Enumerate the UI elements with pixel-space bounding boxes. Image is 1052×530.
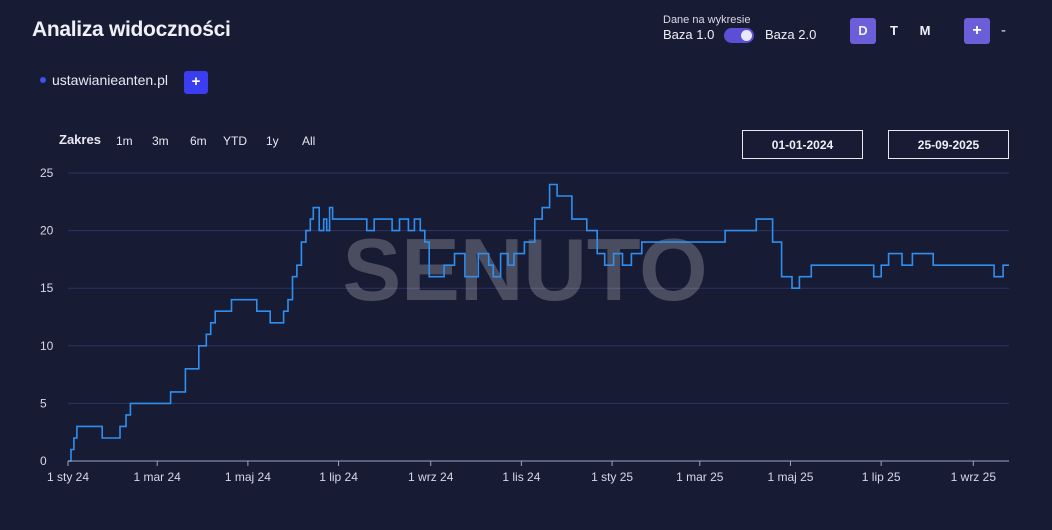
baza2-label: Baza 2.0 <box>765 27 817 42</box>
range-3m-button[interactable]: 3m <box>152 134 169 148</box>
range-ytd-button[interactable]: YTD <box>223 134 247 148</box>
granularity-day-button[interactable]: D <box>850 18 876 44</box>
baza1-label: Baza 1.0 <box>663 27 715 42</box>
end-date-input[interactable]: 25-09-2025 <box>888 130 1009 159</box>
range-1m-button[interactable]: 1m <box>116 134 133 148</box>
x-axis: 1 sty 24 1 mar 24 1 maj 24 1 lip 24 1 wrz 24… <box>47 460 1009 484</box>
y-tick-label: 25 <box>40 166 54 180</box>
start-date-input[interactable]: 01-01-2024 <box>742 130 863 159</box>
y-tick-label: 10 <box>40 339 54 353</box>
y-tick-label: 5 <box>40 396 47 410</box>
range-1y-button[interactable]: 1y <box>266 134 279 148</box>
x-tick-label: 1 maj 24 <box>225 470 271 484</box>
range-all-button[interactable]: All <box>302 134 316 148</box>
x-tick-label: 1 mar 25 <box>676 470 724 484</box>
y-tick-label: 0 <box>40 454 47 468</box>
domain-legend: ustawianieanten.pl <box>40 72 168 88</box>
data-source-label: Dane na wykresie <box>663 14 751 26</box>
x-tick-label: 1 lis 24 <box>502 470 540 484</box>
granularity-month-button[interactable]: M <box>919 23 931 38</box>
x-tick-label: 1 mar 24 <box>134 470 182 484</box>
series-line <box>68 183 1009 462</box>
x-tick-label: 1 lip 25 <box>862 470 901 484</box>
x-tick-label: 1 wrz 25 <box>951 470 997 484</box>
toggle-knob <box>741 30 752 41</box>
range-6m-button[interactable]: 6m <box>190 134 207 148</box>
x-tick-label: 1 sty 25 <box>591 470 633 484</box>
zoom-out-button[interactable]: - <box>1001 22 1006 39</box>
domain-name: ustawianieanten.pl <box>52 72 168 88</box>
x-tick-label: 1 lip 24 <box>319 470 358 484</box>
x-tick-label: 1 wrz 24 <box>408 470 454 484</box>
y-tick-label: 20 <box>40 224 54 238</box>
watermark-logo: SENUTO <box>342 220 707 319</box>
x-tick-label: 1 sty 24 <box>47 470 89 484</box>
granularity-week-button[interactable]: T <box>890 23 898 38</box>
y-axis-labels: 0 5 10 15 20 25 <box>40 166 54 468</box>
database-toggle[interactable] <box>724 28 754 43</box>
chart-grid <box>68 172 1009 404</box>
x-tick-label: 1 maj 25 <box>767 470 813 484</box>
add-domain-button[interactable]: + <box>184 71 208 94</box>
range-label: Zakres <box>59 132 101 147</box>
y-tick-label: 15 <box>40 281 54 295</box>
domain-color-dot <box>40 77 46 83</box>
zoom-in-button[interactable]: + <box>964 18 990 44</box>
page-title: Analiza widoczności <box>32 18 231 41</box>
